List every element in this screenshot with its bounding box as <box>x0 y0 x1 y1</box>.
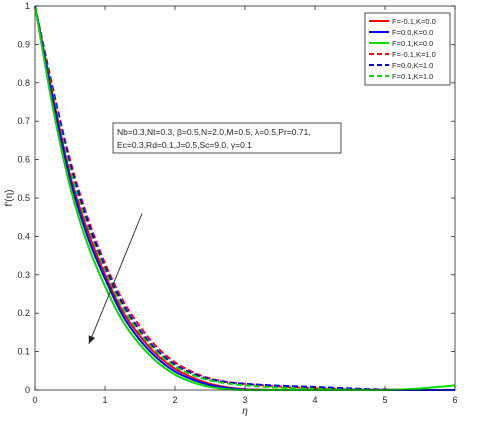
ticks-layer: 0 1 2 3 4 5 6 0 0.1 0.2 0.3 0.4 0.5 0.6 0.7 0.8 0.9 1 <box>17 1 457 405</box>
x-tick-label: 5 <box>382 395 387 405</box>
x-tick-label: 2 <box>172 395 177 405</box>
parameter-box-line2: Ec=0.3,Rd=0.1,J=0.5,Sc=9.0, γ=0.1 <box>117 140 252 150</box>
y-tick-label: 0.7 <box>17 116 30 126</box>
series-line <box>34 5 455 392</box>
y-tick-label: 1 <box>25 1 30 11</box>
y-tick-label: 0.2 <box>17 308 30 318</box>
x-tick-label: 3 <box>242 395 247 405</box>
x-tick-label: 0 <box>32 395 37 405</box>
y-tick-label: 0.6 <box>17 155 30 165</box>
y-axis-label: f'(η) <box>4 190 15 207</box>
legend-frame <box>364 12 451 86</box>
legend-entries: F=-0.1,K=0.0 F=0.0,K=0.0 F=0.1,K=0.0 F=-0.1… <box>369 17 436 81</box>
parameter-box-frame <box>112 122 342 154</box>
legend-label: F=0.0,K=0.0 <box>392 28 433 37</box>
y-tick-label: 0.4 <box>17 231 30 241</box>
arrow-head <box>88 335 96 344</box>
legend-label: F=-0.1,K=1.0 <box>392 50 436 59</box>
trend-arrow <box>88 213 143 345</box>
legend: F=-0.1,K=0.0 F=0.0,K=0.0 F=0.1,K=0.0 F=-0.1… <box>364 12 451 86</box>
y-tick-label: 0.1 <box>17 347 30 357</box>
legend-label: F=-0.1,K=0.0 <box>392 17 436 26</box>
legend-label: F=0.1,K=1.0 <box>392 72 433 81</box>
y-tick-label: 0.8 <box>17 78 30 88</box>
x-tick-label: 1 <box>102 395 107 405</box>
arrow-shaft <box>88 213 143 345</box>
parameter-box-line1: Nb=0.3,Nt=0.3, β=0.5,N=2.0,M=0.5, λ=0.5,… <box>117 127 311 137</box>
y-tick-label: 0.5 <box>17 193 30 203</box>
x-axis-label: η <box>242 406 248 417</box>
legend-label: F=0.0,K=1.0 <box>392 61 433 70</box>
legend-label: F=0.1,K=0.0 <box>392 39 433 48</box>
y-tick-label: 0.9 <box>17 39 30 49</box>
y-tick-label: 0.3 <box>17 270 30 280</box>
x-tick-label: 4 <box>312 395 317 405</box>
parameter-box: Nb=0.3,Nt=0.3, β=0.5,N=2.0,M=0.5, λ=0.5,… <box>112 122 342 154</box>
series-line <box>34 5 456 392</box>
y-tick-label: 0 <box>25 385 30 395</box>
x-tick-label: 6 <box>452 395 457 405</box>
